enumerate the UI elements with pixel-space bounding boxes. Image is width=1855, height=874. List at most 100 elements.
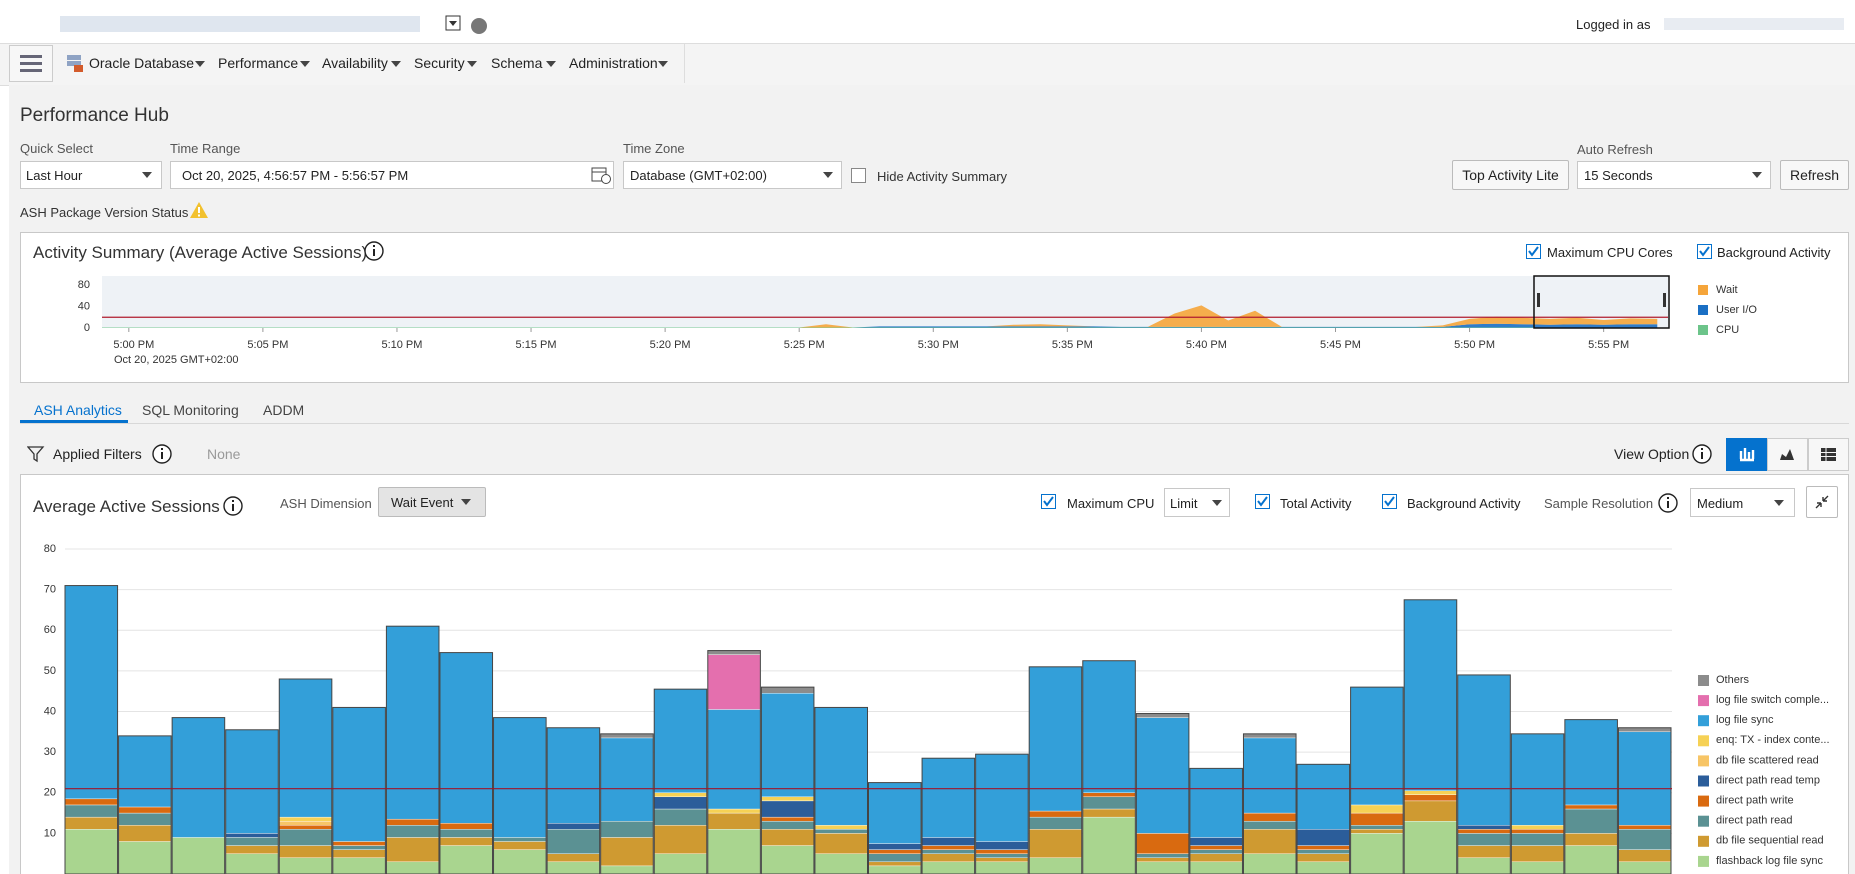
field-label: Sample Resolution xyxy=(1544,496,1654,511)
bar-segment xyxy=(1350,829,1404,834)
bar-segment xyxy=(761,845,815,874)
bar-outline xyxy=(493,717,547,874)
nav-arrow xyxy=(546,61,556,67)
summary-plot-bg xyxy=(102,276,1668,328)
bar-outline xyxy=(1242,733,1297,874)
x-tick-label: 5:45 PM xyxy=(1320,339,1361,351)
area xyxy=(102,305,1658,328)
bar-outline xyxy=(385,625,440,874)
field-label: Time Zone xyxy=(623,141,685,156)
x-tick-label: 5:10 PM xyxy=(381,339,422,351)
calendar-icon[interactable] xyxy=(590,165,612,185)
bar-segment xyxy=(332,841,386,846)
time-range-input[interactable] xyxy=(170,161,614,189)
bar-segment xyxy=(1243,829,1297,854)
nav-item[interactable]: Administration xyxy=(569,55,658,71)
checkbox[interactable] xyxy=(1041,494,1056,509)
bar-segment xyxy=(64,804,118,818)
legend-label: enq: TX - index conte... xyxy=(1716,734,1830,746)
nav-item[interactable]: Availability xyxy=(322,55,388,71)
checkbox[interactable] xyxy=(1697,244,1712,259)
checkbox[interactable] xyxy=(1526,244,1541,259)
bar-segment xyxy=(600,737,654,822)
checkbox[interactable] xyxy=(851,168,866,183)
bar-segment xyxy=(1457,833,1511,846)
warning-icon[interactable] xyxy=(189,200,211,220)
bar-outline xyxy=(171,717,226,874)
bar-segment xyxy=(1082,816,1136,874)
checkbox-label: Hide Activity Summary xyxy=(877,169,1008,184)
bar-segment xyxy=(493,717,547,838)
tab-underline xyxy=(20,420,128,423)
tab[interactable]: ASH Analytics xyxy=(34,402,122,418)
bar-segment xyxy=(1189,837,1243,846)
time-zone-select[interactable] xyxy=(623,161,842,189)
input-value: Oct 20, 2025, 4:56:57 PM - 5:56:57 PM xyxy=(182,168,409,183)
bar-segment xyxy=(279,678,333,818)
y-tick-label: 40 xyxy=(78,300,90,312)
bar-segment xyxy=(64,798,118,806)
bar-segment xyxy=(1618,825,1672,830)
bar-segment xyxy=(118,735,172,808)
bar-segment xyxy=(1511,833,1565,846)
legend-swatch xyxy=(1698,735,1709,747)
legend-swatch xyxy=(1698,285,1708,295)
bar-segment xyxy=(1457,857,1511,874)
view-option-label: View Option xyxy=(1614,446,1690,462)
view-bar-button[interactable] xyxy=(1726,438,1767,471)
nav-item[interactable]: Security xyxy=(414,55,465,71)
y-tick-label: 20 xyxy=(44,787,56,799)
checkbox[interactable] xyxy=(1382,494,1397,509)
bar-segment xyxy=(1028,816,1082,830)
filter-icon[interactable] xyxy=(27,445,45,463)
bar-segment xyxy=(921,861,975,874)
menu-button[interactable] xyxy=(9,45,53,82)
bar-segment xyxy=(64,816,118,830)
bar-segment xyxy=(761,820,815,830)
bar-segment xyxy=(1403,794,1457,802)
tab-baseline xyxy=(20,423,1849,424)
refresh-button[interactable]: Refresh xyxy=(1780,160,1849,190)
bar-segment xyxy=(225,729,279,834)
tab[interactable]: SQL Monitoring xyxy=(142,402,239,418)
bar-segment xyxy=(1082,660,1136,793)
bar-segment xyxy=(546,829,600,854)
bar-segment xyxy=(654,796,708,810)
top-activity-button[interactable]: Top Activity Lite xyxy=(1452,160,1569,190)
bar-segment xyxy=(1296,861,1350,874)
nav-item[interactable]: Performance xyxy=(218,55,299,71)
y-tick-label: 80 xyxy=(78,279,90,291)
collapse-button[interactable] xyxy=(1806,486,1838,518)
bar-segment xyxy=(386,837,440,863)
x-tick-label: 5:25 PM xyxy=(784,339,825,351)
quick-select[interactable] xyxy=(20,161,162,189)
view-table-button[interactable] xyxy=(1808,438,1849,471)
area xyxy=(102,323,1658,328)
bar-outline xyxy=(118,735,172,874)
y-tick-label: 70 xyxy=(44,584,56,596)
view-area-button[interactable] xyxy=(1767,438,1808,471)
bar-segment xyxy=(707,709,761,810)
legend-swatch xyxy=(1698,305,1708,315)
auto-refresh-select[interactable] xyxy=(1577,161,1771,189)
bar-segment xyxy=(546,823,600,830)
nav-item[interactable]: Schema xyxy=(491,55,543,71)
bar-segment xyxy=(1618,731,1672,826)
bar-segment xyxy=(600,820,654,838)
select-arrow xyxy=(142,172,152,178)
bar-segment xyxy=(279,820,333,826)
legend-label: db file scattered read xyxy=(1716,754,1819,766)
bar-segment xyxy=(386,825,440,838)
x-tick-label: 5:55 PM xyxy=(1588,339,1629,351)
filters-value: None xyxy=(207,446,241,462)
checkbox[interactable] xyxy=(1255,494,1270,509)
bar-segment xyxy=(814,853,868,874)
info-icon[interactable] xyxy=(471,18,487,34)
tab[interactable]: ADDM xyxy=(263,402,305,418)
bar-segment xyxy=(1082,792,1136,798)
bar-segment xyxy=(1511,845,1565,863)
nav-item[interactable]: Oracle Database xyxy=(89,55,195,71)
bar-segment xyxy=(921,845,975,850)
bar-segment xyxy=(975,841,1029,850)
